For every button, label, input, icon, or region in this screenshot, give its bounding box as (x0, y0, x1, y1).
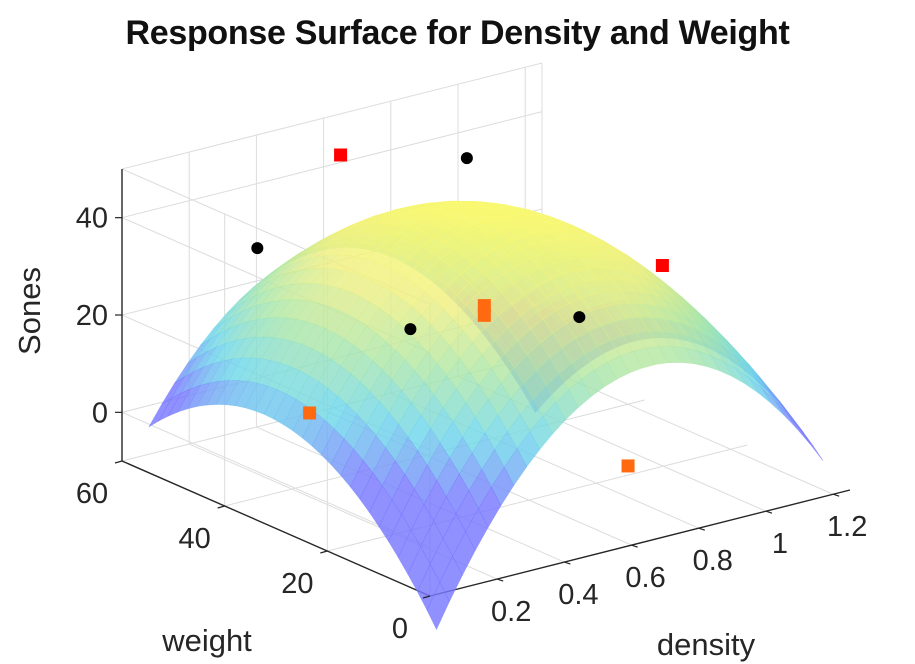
x-tick-label: 0.2 (491, 596, 531, 628)
z-tick-label: 0 (92, 397, 108, 429)
x-tick-mark (833, 493, 840, 497)
tick-labels: 0.2 0.4 0.6 0.8 1 1.2 0 20 40 60 0 20 40 (76, 203, 868, 645)
surface-patch (787, 414, 811, 445)
data-point-circle (404, 323, 417, 336)
data-point-circle (573, 311, 586, 324)
data-point-circle (460, 152, 473, 165)
x-tick-label: 1.2 (827, 511, 867, 543)
z-axis-label: Sones (12, 267, 47, 355)
x-tick-mark (765, 510, 773, 514)
x-tick-label: 0.8 (693, 545, 733, 577)
y-tick-label: 0 (392, 613, 408, 645)
data-point-square (334, 148, 348, 162)
x-tick-mark (698, 527, 705, 531)
response-surface (148, 200, 824, 630)
x-tick-label: 0.6 (625, 562, 665, 594)
box-edge (121, 62, 543, 170)
surface-patch (761, 388, 785, 416)
y-tick-label: 60 (76, 478, 108, 510)
x-tick-mark (631, 544, 638, 548)
data-point-square (655, 259, 669, 273)
x-tick-label: 0.4 (558, 579, 598, 611)
y-tick-mark (320, 550, 328, 554)
surface-patch (774, 400, 798, 430)
x-tick-label: 1 (772, 528, 788, 560)
y-tick-mark (422, 595, 431, 599)
data-markers (251, 148, 669, 473)
y-tick-label: 20 (281, 568, 313, 600)
data-point-circle (251, 242, 264, 255)
x-tick-mark (497, 578, 504, 582)
chart-title: Response Surface for Density and Weight (125, 14, 790, 52)
surface-patch (426, 581, 450, 630)
z-tick-label: 40 (76, 203, 108, 235)
x-axis-label: density (657, 627, 756, 662)
y-axis-label: weight (161, 623, 252, 658)
y-tick-label: 40 (179, 523, 211, 555)
data-point-square (303, 406, 317, 420)
y-axis-line (121, 460, 431, 597)
x-axis-line (429, 489, 851, 597)
x-tick-mark (564, 561, 571, 565)
data-point-square (621, 459, 635, 473)
y-tick-mark (217, 505, 225, 509)
data-point-square (477, 308, 491, 322)
z-tick-label: 20 (76, 300, 108, 332)
y-tick-mark (114, 460, 123, 464)
